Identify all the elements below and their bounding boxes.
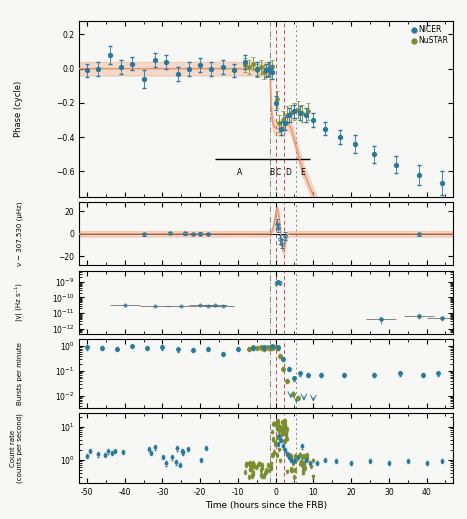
Text: E: E	[300, 168, 305, 177]
X-axis label: Time (hours since the FRB): Time (hours since the FRB)	[205, 501, 327, 510]
Y-axis label: Bursts per minute: Bursts per minute	[17, 342, 23, 405]
Text: B: B	[269, 168, 275, 177]
Y-axis label: |ṿ| (Hz s⁻¹): |ṿ| (Hz s⁻¹)	[15, 283, 23, 321]
Y-axis label: Phase (cycle): Phase (cycle)	[14, 81, 23, 137]
Y-axis label: Count rate
(counts per second): Count rate (counts per second)	[10, 413, 23, 483]
Text: D: D	[285, 168, 290, 177]
Y-axis label: ν − 307.530 (μHz): ν − 307.530 (μHz)	[17, 201, 23, 266]
Legend: NICER, NuSTAR: NICER, NuSTAR	[411, 24, 449, 46]
Text: A: A	[237, 168, 242, 177]
Text: C: C	[276, 168, 281, 177]
